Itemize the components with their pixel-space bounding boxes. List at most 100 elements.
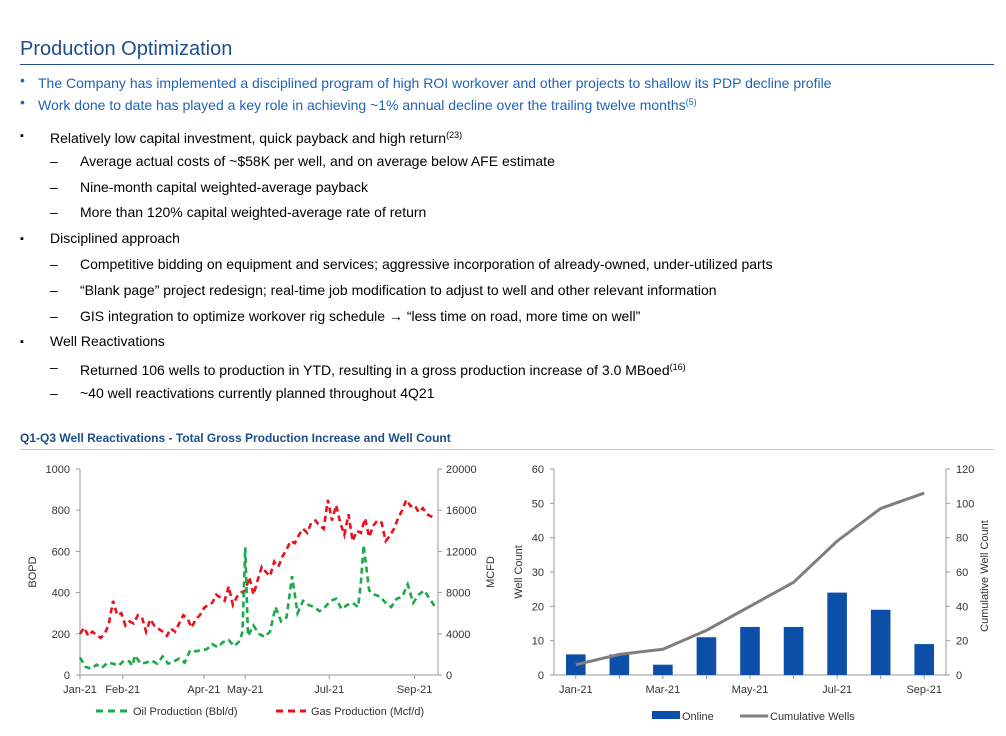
point-text-body: Average actual costs of ~$58K per well, … <box>80 152 555 169</box>
list-marker: – <box>50 281 58 298</box>
y-tick-label: 1000 <box>46 464 70 476</box>
point-text: Average actual costs of ~$58K per well, … <box>80 152 555 170</box>
x-tick-label: Apr-21 <box>187 684 220 696</box>
y-tick-label: 40 <box>532 533 544 545</box>
y2-tick-label: 0 <box>956 670 962 682</box>
x-tick-label: Jan-21 <box>559 684 593 696</box>
y-tick-label: 200 <box>52 629 70 641</box>
cumulative-wells-line <box>575 491 925 667</box>
oil-production-line <box>78 545 437 671</box>
online-bar <box>653 664 673 675</box>
legend-label-oil: Oil Production (Bbl/d) <box>133 706 238 718</box>
list-marker: – <box>50 204 58 221</box>
list-marker: ▪ <box>20 336 24 349</box>
point-text-body: Disciplined approach <box>50 230 180 247</box>
list-marker: – <box>50 178 58 195</box>
y2-tick-label: 12000 <box>446 546 477 558</box>
online-bar <box>565 654 586 675</box>
x-tick-label: Feb-21 <box>105 684 140 696</box>
x-tick-label: Jul-21 <box>314 684 344 696</box>
point-text: “Blank page” project redesign; real-time… <box>80 281 717 299</box>
legend-swatch-online <box>652 711 680 719</box>
point-text: ~40 well reactivations currently planned… <box>80 384 435 402</box>
x-tick-label: May-21 <box>732 684 769 696</box>
point-text: GIS integration to optimize workover rig… <box>80 307 640 325</box>
footnote-ref: (16) <box>669 362 686 373</box>
point-text-body: More than 120% capital weighted-average … <box>80 204 427 221</box>
online-bar <box>740 626 760 675</box>
highlight-text-body: Work done to date has played a key role … <box>38 97 686 113</box>
y2-tick-label: 40 <box>956 601 968 613</box>
point-text-body: Relatively low capital investment, quick… <box>50 130 447 146</box>
y2-tick-label: 120 <box>956 464 974 476</box>
x-tick-label: Mar-21 <box>645 684 680 696</box>
list-marker: – <box>50 307 58 324</box>
footnote-ref: (5) <box>685 97 697 107</box>
list-marker: ▪ <box>20 130 24 142</box>
online-bar <box>783 626 804 675</box>
chart-section-divider <box>20 449 994 450</box>
title-divider <box>20 64 994 65</box>
point-text: Disciplined approach <box>50 229 180 247</box>
point-text: Relatively low capital investment, quick… <box>50 126 462 147</box>
footnote-ref: (23) <box>446 130 463 140</box>
list-marker: ▪ <box>20 233 24 246</box>
production-increase-chart: 0 200 400 600 800 1000 0 4000 8000 12000 16000 2000… <box>27 464 497 718</box>
y2-tick-label: 100 <box>956 498 974 510</box>
y-axis-label: BOPD <box>27 556 39 587</box>
y-tick-label: 0 <box>64 670 70 682</box>
y2-tick-label: 8000 <box>446 588 470 600</box>
x-tick-label: May-21 <box>227 684 264 696</box>
legend-label-cumulative: Cumulative Wells <box>770 711 855 723</box>
chart-section-title: Q1-Q3 Well Reactivations - Total Gross P… <box>20 431 451 445</box>
point-text-body: Well Reactivations <box>50 333 165 350</box>
x-tick-label: Jan-21 <box>63 684 97 696</box>
x-tick-label: Jul-21 <box>822 684 852 696</box>
legend-label-online: Online <box>682 711 714 723</box>
x-tick-label: Sep-21 <box>397 684 432 696</box>
page-title: Production Optimization <box>20 38 233 60</box>
online-bar <box>696 637 717 675</box>
highlight-text-body: The Company has implemented a discipline… <box>38 75 832 91</box>
point-text: Nine-month capital weighted-average payb… <box>80 178 368 196</box>
y2-axis-label: Cumulative Well Count <box>979 520 991 632</box>
y2-axis-label: MCFD <box>485 556 497 588</box>
y-tick-label: 50 <box>532 498 544 510</box>
y2-tick-label: 20 <box>956 636 968 648</box>
x-tick-label: Sep-21 <box>906 684 941 696</box>
y2-tick-label: 20000 <box>446 464 477 476</box>
online-bar <box>827 592 847 675</box>
point-text: Competitive bidding on equipment and ser… <box>80 255 773 273</box>
point-text-body: ~40 well reactivations currently planned… <box>80 384 435 401</box>
well-count-chart: 0 10 20 30 40 50 60 0 20 40 60 80 100 120 Well Count Cu… <box>513 464 991 723</box>
y-axis-label: Well Count <box>513 545 525 599</box>
list-marker: – <box>50 359 58 376</box>
gas-production-line <box>78 497 436 640</box>
online-bar <box>870 609 891 675</box>
point-text-body: GIS integration to optimize workover rig… <box>80 307 641 324</box>
y-tick-label: 10 <box>532 636 544 648</box>
highlight-text: Work done to date has played a key role … <box>38 93 697 114</box>
y-tick-label: 20 <box>532 601 544 613</box>
y-tick-label: 30 <box>532 567 544 579</box>
y2-tick-label: 16000 <box>446 505 477 517</box>
point-text: More than 120% capital weighted-average … <box>80 203 426 221</box>
list-marker: – <box>50 255 58 272</box>
point-text-body: “Blank page” project redesign; real-time… <box>80 281 717 298</box>
highlight-text: The Company has implemented a discipline… <box>38 71 831 92</box>
bullet-marker: • <box>20 72 25 88</box>
point-text-body: Returned 106 wells to production in YTD,… <box>80 362 670 379</box>
online-bar <box>609 654 630 675</box>
y-tick-label: 400 <box>52 588 70 600</box>
point-text-body: Nine-month capital weighted-average payb… <box>80 178 368 195</box>
legend-label-gas: Gas Production (Mcf/d) <box>311 706 424 718</box>
online-bar <box>914 644 935 675</box>
point-text: Returned 106 wells to production in YTD,… <box>80 358 686 379</box>
y2-tick-label: 60 <box>956 567 968 579</box>
bullet-marker: • <box>20 94 25 110</box>
y-tick-label: 0 <box>538 670 544 682</box>
y2-tick-label: 0 <box>446 670 452 682</box>
list-marker: – <box>50 152 58 169</box>
point-text: Well Reactivations <box>50 332 165 350</box>
list-marker: – <box>50 384 58 401</box>
